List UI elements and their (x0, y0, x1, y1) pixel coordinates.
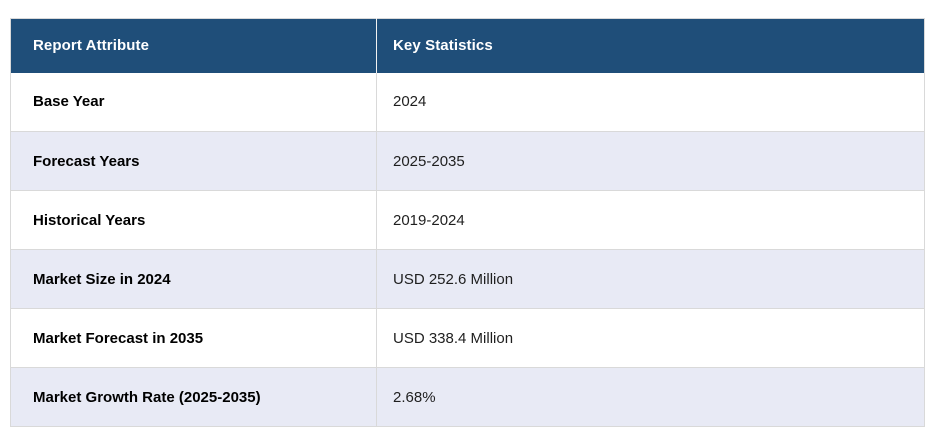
table-row-base-year: Base Year 2024 (10, 72, 925, 132)
value-cell: USD 338.4 Million (376, 308, 925, 368)
table-header: Report Attribute Key Statistics (10, 18, 925, 73)
attribute-cell: Market Size in 2024 (10, 249, 377, 309)
table-body: Base Year 2024 Forecast Years 2025-2035 … (10, 72, 925, 427)
table-row-historical-years: Historical Years 2019-2024 (10, 190, 925, 250)
value-cell: USD 252.6 Million (376, 249, 925, 309)
table-row-market-size: Market Size in 2024 USD 252.6 Million (10, 249, 925, 309)
attribute-cell: Historical Years (10, 190, 377, 250)
attribute-cell: Forecast Years (10, 131, 377, 191)
header-row: Report Attribute Key Statistics (10, 18, 925, 73)
value-cell: 2024 (376, 72, 925, 132)
value-cell: 2019-2024 (376, 190, 925, 250)
report-attributes-table: Report Attribute Key Statistics Base Yea… (10, 18, 925, 427)
table-row-forecast-years: Forecast Years 2025-2035 (10, 131, 925, 191)
table-row-market-forecast: Market Forecast in 2035 USD 338.4 Millio… (10, 308, 925, 368)
table-row-market-growth-rate: Market Growth Rate (2025-2035) 2.68% (10, 367, 925, 427)
value-cell: 2.68% (376, 367, 925, 427)
attribute-cell: Base Year (10, 72, 377, 132)
value-cell: 2025-2035 (376, 131, 925, 191)
attribute-cell: Market Forecast in 2035 (10, 308, 377, 368)
header-cell-key-statistics: Key Statistics (376, 18, 925, 73)
attribute-cell: Market Growth Rate (2025-2035) (10, 367, 377, 427)
header-cell-report-attribute: Report Attribute (10, 18, 377, 73)
